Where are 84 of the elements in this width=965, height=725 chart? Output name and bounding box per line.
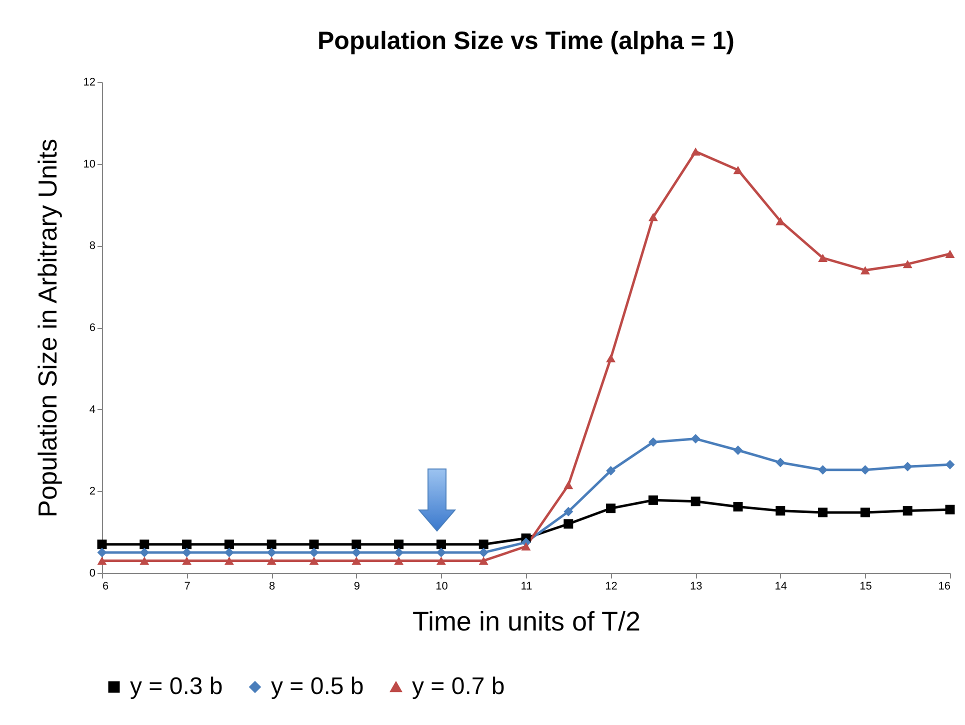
point xyxy=(648,437,658,447)
point xyxy=(606,466,616,476)
point xyxy=(182,548,192,558)
point xyxy=(478,548,488,558)
y-tick-label: 12 xyxy=(83,76,96,88)
x-tick-label: 13 xyxy=(690,580,702,592)
point xyxy=(690,434,700,444)
x-tick-label: 15 xyxy=(860,580,872,592)
point xyxy=(97,556,107,565)
point xyxy=(394,556,404,565)
x-tick-label: 10 xyxy=(436,580,448,592)
point xyxy=(140,556,150,565)
point xyxy=(776,506,786,516)
point xyxy=(690,147,700,156)
point xyxy=(436,548,446,558)
point xyxy=(97,540,107,550)
point xyxy=(352,540,362,550)
point xyxy=(564,519,574,529)
point xyxy=(352,556,362,565)
point xyxy=(436,540,446,550)
x-tick-label: 11 xyxy=(520,580,532,592)
point xyxy=(478,540,488,550)
point xyxy=(352,548,362,558)
point xyxy=(776,458,786,468)
point xyxy=(733,502,743,512)
y-tick-label: 4 xyxy=(89,404,96,416)
point xyxy=(818,254,828,262)
y-tick-label: 8 xyxy=(89,240,96,252)
point xyxy=(860,508,870,518)
x-tick-label: 9 xyxy=(354,580,360,592)
point xyxy=(478,556,488,565)
point xyxy=(902,260,912,268)
point xyxy=(733,166,743,174)
point xyxy=(182,556,192,565)
point xyxy=(266,556,276,565)
point xyxy=(860,465,870,475)
x-axis-title: Time in units of T/2 xyxy=(412,606,641,636)
point xyxy=(902,462,912,472)
point xyxy=(436,556,446,565)
point xyxy=(182,540,192,550)
point xyxy=(564,506,574,516)
point xyxy=(266,548,276,558)
point xyxy=(606,354,616,362)
point xyxy=(648,495,658,505)
x-tick-label: 8 xyxy=(269,580,276,592)
point xyxy=(690,496,700,506)
point xyxy=(945,504,955,514)
point xyxy=(394,548,404,558)
point xyxy=(945,460,955,470)
x-tick-label: 6 xyxy=(102,580,109,592)
point xyxy=(945,250,955,258)
x-tick-label: 7 xyxy=(184,580,190,592)
point xyxy=(309,540,319,550)
x-tick-label: 12 xyxy=(605,580,618,592)
point xyxy=(521,542,531,551)
y-tick-label: 0 xyxy=(89,568,96,580)
point xyxy=(224,556,234,565)
point xyxy=(564,480,574,490)
point xyxy=(733,446,743,455)
x-tick-label: 16 xyxy=(938,580,950,592)
point xyxy=(818,508,828,518)
point xyxy=(224,540,234,550)
x-tick-label: 14 xyxy=(774,580,788,592)
point xyxy=(309,548,319,558)
point xyxy=(902,506,912,516)
legend-label: y = 0.5 b xyxy=(271,673,364,700)
point xyxy=(224,548,234,558)
point xyxy=(266,540,276,550)
point xyxy=(140,548,150,558)
legend-label: y = 0.7 b xyxy=(412,673,505,700)
legend-label: y = 0.3 b xyxy=(130,673,223,700)
y-tick-label: 2 xyxy=(89,486,96,498)
chart-title: Population Size vs Time (alpha = 1) xyxy=(317,27,735,55)
point xyxy=(860,266,870,274)
point xyxy=(648,212,658,222)
point xyxy=(818,465,828,475)
y-tick-label: 10 xyxy=(83,158,96,170)
point xyxy=(97,548,107,558)
y-axis-title: Population Size in Arbitrary Units xyxy=(32,138,62,518)
point xyxy=(140,540,150,550)
y-tick-label: 6 xyxy=(89,322,96,334)
point xyxy=(606,504,616,514)
point xyxy=(394,540,404,550)
point xyxy=(309,556,319,565)
